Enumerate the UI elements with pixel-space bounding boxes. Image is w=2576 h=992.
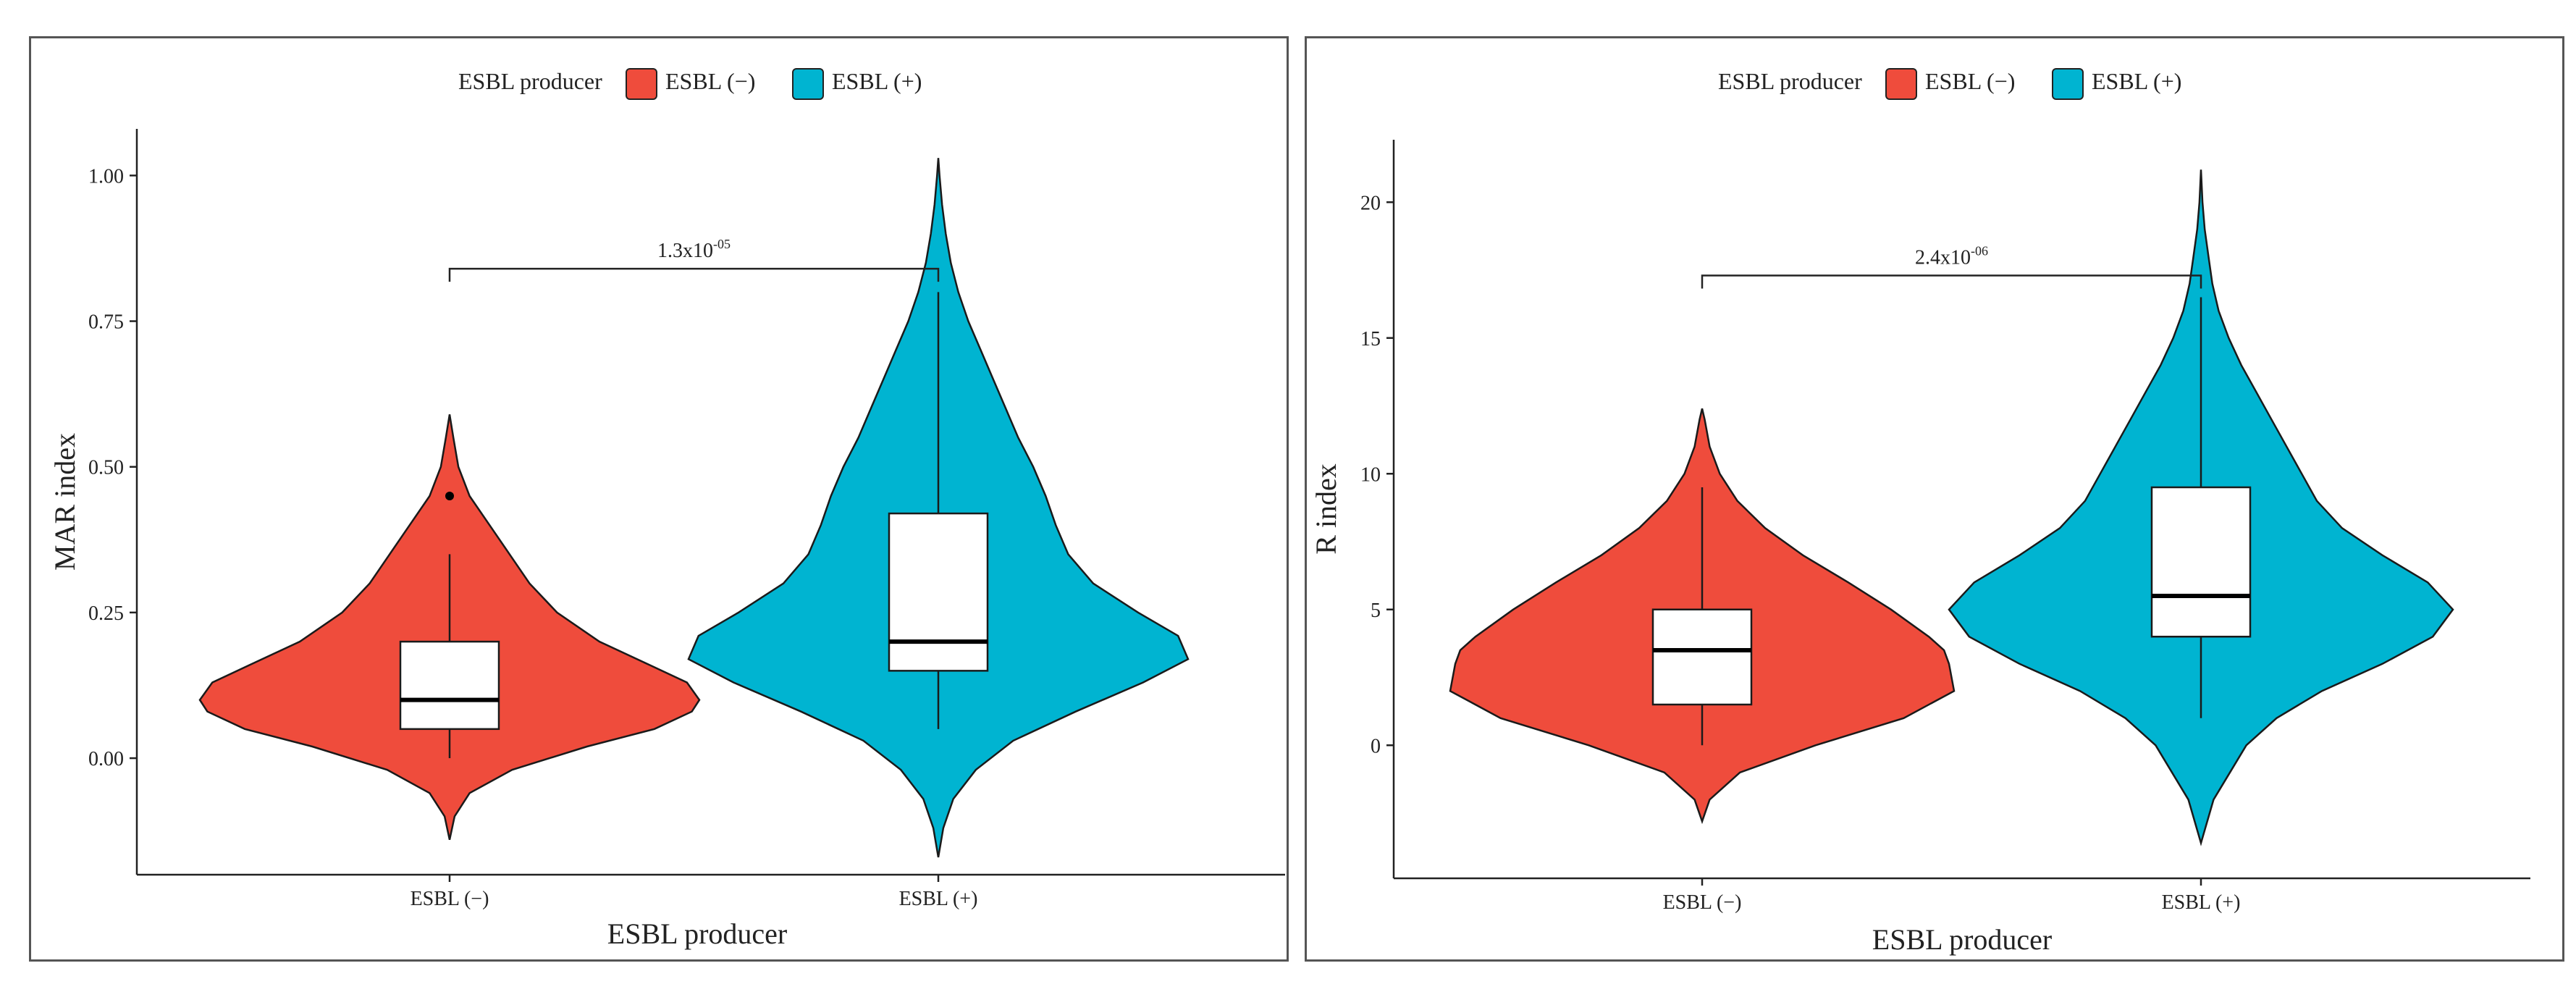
- y-axis-ticks: 0.00 0.25 0.50 0.75 1.00: [88, 165, 137, 770]
- p-value-label: 1.3x10-05: [657, 237, 731, 262]
- y-tick-label: 20: [1360, 192, 1381, 214]
- y-tick-label: 0: [1371, 735, 1381, 757]
- legend-label-negative: ESBL (−): [665, 68, 755, 94]
- chart-panel-r-index: ESBL producer ESBL (−) ESBL (+) 0 5 10 15 20…: [1305, 36, 2564, 962]
- x-axis-title: ESBL producer: [1872, 923, 2052, 956]
- y-axis-title: MAR index: [49, 433, 81, 571]
- chart-svg-mar-index: ESBL producer ESBL (−) ESBL (+) 0.00 0.25…: [49, 68, 1285, 950]
- bracket-line: [1701, 274, 2202, 289]
- plot-area: 0.00 0.25 0.50 0.75 1.00 ESBL (−) ESBL (+) 1.…: [88, 129, 1285, 910]
- legend-label-positive: ESBL (+): [2092, 68, 2181, 94]
- legend: ESBL producer ESBL (−) ESBL (+): [1718, 68, 2181, 100]
- boxplots: [1651, 297, 2252, 746]
- legend-title: ESBL producer: [458, 68, 602, 94]
- plot-area: 0 5 10 15 20 ESBL (−) ESBL (+) 2.4x10-06: [1360, 140, 2530, 914]
- x-axis-ticks: ESBL (−) ESBL (+): [411, 875, 978, 910]
- y-tick-label: 0.00: [88, 748, 124, 770]
- y-tick-label: 5: [1371, 600, 1381, 622]
- x-tick-label: ESBL (+): [899, 888, 978, 910]
- box-negative: [1651, 608, 1753, 706]
- legend-swatch-negative: [1885, 68, 1917, 100]
- legend-label-positive: ESBL (+): [832, 68, 922, 94]
- y-axis-title: R index: [1310, 463, 1342, 555]
- legend-label-negative: ESBL (−): [1925, 68, 2015, 94]
- violins: [198, 158, 1190, 858]
- box-negative: [399, 640, 500, 731]
- p-value-label: 2.4x10-06: [1915, 244, 1988, 269]
- y-axis-ticks: 0 5 10 15 20: [1360, 192, 1394, 757]
- chart-svg-r-index: ESBL producer ESBL (−) ESBL (+) 0 5 10 15 20…: [1310, 68, 2530, 956]
- bracket-line: [448, 267, 940, 282]
- y-tick-label: 0.50: [88, 457, 124, 479]
- significance-bracket: 1.3x10-05: [448, 237, 940, 282]
- x-tick-label: ESBL (+): [2162, 891, 2241, 914]
- x-tick-label: ESBL (−): [1663, 891, 1742, 914]
- y-tick-label: 0.25: [88, 602, 124, 625]
- y-tick-label: 15: [1360, 328, 1381, 350]
- chart-panel-mar-index: ESBL producer ESBL (−) ESBL (+) 0.00 0.25…: [29, 36, 1289, 962]
- x-axis-ticks: ESBL (−) ESBL (+): [1663, 878, 2241, 914]
- legend-swatch-positive: [2052, 68, 2084, 100]
- x-axis-title: ESBL producer: [607, 917, 787, 950]
- legend-swatch-negative: [626, 68, 657, 100]
- outlier-point: [445, 491, 454, 500]
- violins: [1449, 169, 2454, 846]
- box-positive: [888, 512, 989, 672]
- significance-bracket: 2.4x10-06: [1701, 244, 2202, 289]
- y-tick-label: 1.00: [88, 165, 124, 188]
- box-positive: [2150, 486, 2252, 638]
- boxplots: [399, 292, 989, 759]
- y-tick-label: 0.75: [88, 311, 124, 334]
- y-tick-label: 10: [1360, 463, 1381, 486]
- legend-title: ESBL producer: [1718, 68, 1862, 94]
- legend: ESBL producer ESBL (−) ESBL (+): [458, 68, 922, 100]
- x-tick-label: ESBL (−): [411, 888, 489, 910]
- legend-swatch-positive: [792, 68, 824, 100]
